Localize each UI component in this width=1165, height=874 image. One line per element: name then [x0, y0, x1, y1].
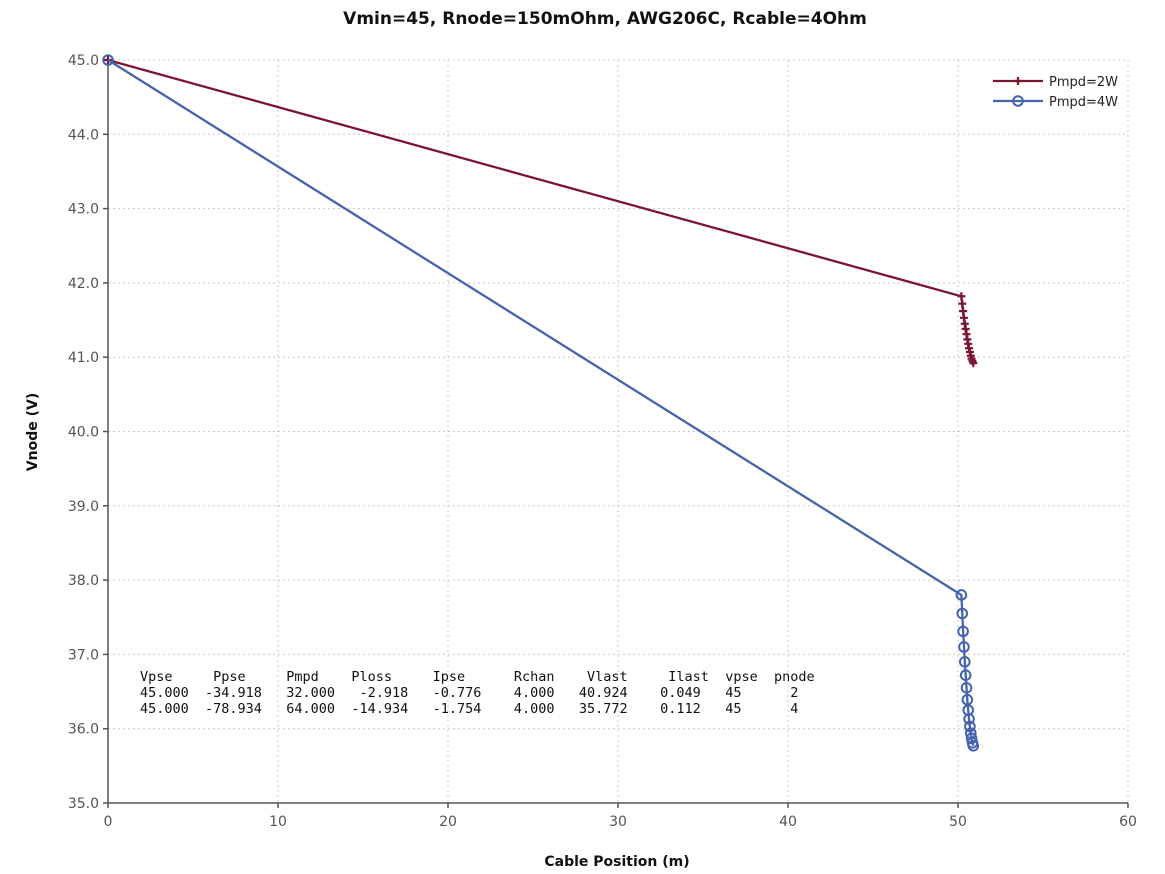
- y-tick-label: 42.0: [68, 276, 99, 292]
- data-point: [964, 720, 976, 733]
- data-point: [960, 682, 973, 694]
- data-point: [957, 292, 966, 301]
- y-tick-label: 38.0: [68, 573, 99, 589]
- y-tick-label: 44.0: [68, 127, 99, 143]
- series-layer: [102, 54, 980, 752]
- stats-table-row: 45.000 -78.934 64.000 -14.934 -1.754 4.0…: [140, 701, 798, 717]
- y-tick-label: 43.0: [68, 202, 99, 218]
- stats-table: Vpse Ppse Pmpd Ploss Ipse Rchan Vlast Il…: [140, 669, 815, 717]
- x-tick-label: 60: [1119, 814, 1137, 830]
- series-line: [107, 59, 975, 747]
- legend-entry: Pmpd=4W: [1049, 95, 1118, 110]
- y-tick-label: 40.0: [68, 425, 99, 441]
- y-tick-label: 41.0: [68, 350, 99, 366]
- legend: Pmpd=2W Pmpd=4W: [993, 75, 1118, 110]
- data-point: [959, 669, 972, 682]
- data-point: [959, 656, 971, 668]
- stats-table-row: 45.000 -34.918 32.000 -2.918 -0.776 4.00…: [140, 685, 798, 701]
- stats-table-header: Vpse Ppse Pmpd Ploss Ipse Rchan Vlast Il…: [140, 669, 815, 685]
- legend-marker: [1012, 95, 1024, 107]
- x-tick-label: 20: [439, 814, 457, 830]
- y-tick-label: 35.0: [68, 796, 99, 812]
- y-axis-label: Vnode (V): [25, 393, 41, 471]
- data-point: [967, 739, 980, 752]
- data-point: [959, 307, 968, 316]
- x-tick-label: 50: [949, 814, 967, 830]
- data-point: [955, 589, 968, 601]
- x-tick-label: 30: [609, 814, 627, 830]
- x-tick-label: 10: [269, 814, 287, 830]
- legend-entry: Pmpd=2W: [1049, 75, 1118, 90]
- y-tick-label: 39.0: [68, 499, 99, 515]
- legend-marker: [1014, 77, 1022, 85]
- x-tick-label: 40: [779, 814, 797, 830]
- grid-layer: [108, 59, 1129, 803]
- chart-title: Vmin=45, Rnode=150mOhm, AWG206C, Rcable=…: [343, 9, 867, 29]
- y-tick-label: 37.0: [68, 647, 99, 663]
- series-line: [107, 58, 975, 364]
- data-point: [965, 732, 978, 745]
- y-tick-label: 36.0: [68, 722, 99, 738]
- y-tick-label: 45.0: [68, 53, 99, 69]
- axis-layer: 0 10 20 30 40 50 60 35.0 36.0 37.0 38.0 39.0 40.0 41.…: [68, 53, 1137, 830]
- data-point: [958, 299, 967, 308]
- data-point: [957, 625, 969, 638]
- data-point: [102, 54, 114, 66]
- data-point: [956, 607, 969, 620]
- data-point: [958, 641, 970, 653]
- x-tick-label: 0: [104, 814, 113, 830]
- data-point: [963, 713, 975, 725]
- x-axis-label: Cable Position (m): [544, 854, 689, 870]
- data-point: [969, 359, 978, 368]
